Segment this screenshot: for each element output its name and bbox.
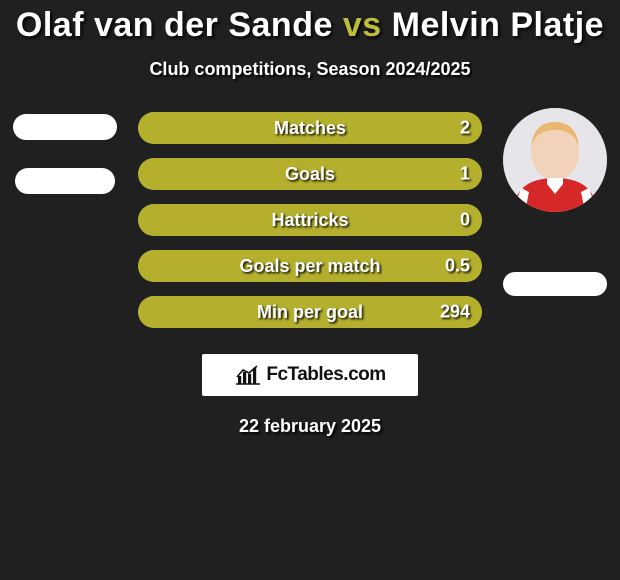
stat-label: Min per goal	[138, 302, 482, 323]
stat-bar: Hattricks0	[138, 204, 482, 236]
stat-value-right: 0.5	[445, 256, 470, 277]
logo-chart-icon	[234, 364, 262, 386]
stat-bar: Goals1	[138, 158, 482, 190]
content-area: Matches2Goals1Hattricks0Goals per match0…	[0, 108, 620, 437]
player-left-pill-1	[13, 114, 117, 140]
player-right-pill-1	[503, 272, 607, 296]
stat-label: Goals per match	[138, 256, 482, 277]
player-left-column	[0, 108, 130, 194]
stat-bar: Goals per match0.5	[138, 250, 482, 282]
stat-value-right: 1	[460, 164, 470, 185]
stat-label: Hattricks	[138, 210, 482, 231]
stat-value-right: 2	[460, 118, 470, 139]
player-right-column	[490, 108, 620, 296]
avatar-illustration	[503, 108, 607, 212]
comparison-card: Olaf van der Sande vs Melvin Platje Club…	[0, 0, 620, 437]
vs-label: vs	[343, 6, 382, 44]
page-title: Olaf van der Sande vs Melvin Platje	[0, 6, 620, 45]
stat-label: Goals	[138, 164, 482, 185]
stat-bars: Matches2Goals1Hattricks0Goals per match0…	[138, 108, 482, 328]
stat-bar: Matches2	[138, 112, 482, 144]
player-left-pill-2	[15, 168, 115, 194]
stat-value-right: 0	[460, 210, 470, 231]
player2-name: Melvin Platje	[392, 6, 604, 44]
stat-bar: Min per goal294	[138, 296, 482, 328]
logo-text: FcTables.com	[266, 364, 385, 386]
player-right-avatar	[503, 108, 607, 212]
logo-box: FcTables.com	[202, 354, 418, 396]
subtitle: Club competitions, Season 2024/2025	[0, 59, 620, 80]
date-label: 22 february 2025	[0, 416, 620, 437]
player-right-avatar-slot	[503, 108, 607, 228]
stat-label: Matches	[138, 118, 482, 139]
stat-value-right: 294	[440, 302, 470, 323]
player1-name: Olaf van der Sande	[16, 6, 333, 44]
